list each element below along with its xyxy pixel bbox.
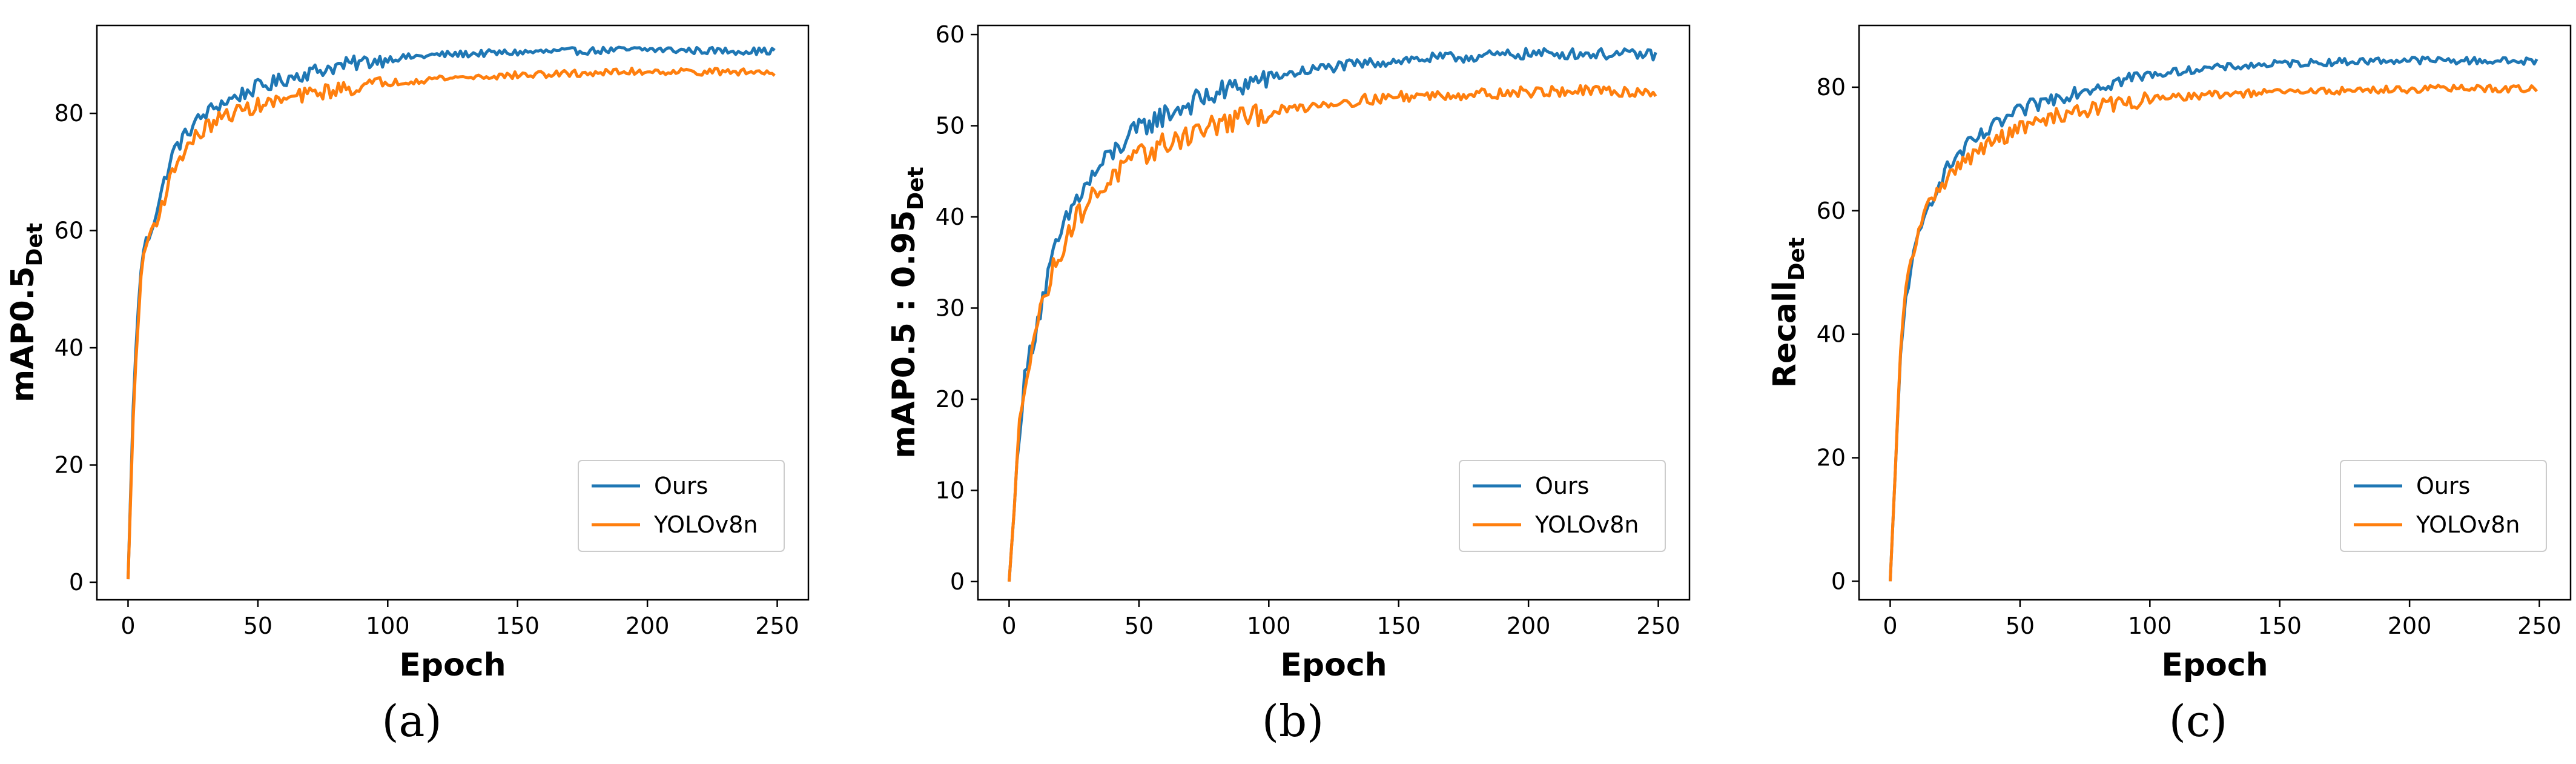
plot-frame: [1858, 24, 2572, 601]
y-axis-title-subscript: Det: [1785, 238, 1809, 281]
series-line-yolov8n: [1889, 84, 2538, 582]
y-tick-label: 60: [54, 218, 84, 244]
x-tick-label: 150: [495, 613, 540, 639]
y-tick-label: 40: [1817, 321, 1846, 348]
x-tick-label: 100: [1247, 613, 1291, 639]
x-tick-label: 200: [626, 613, 670, 639]
x-tick-label: 150: [2257, 613, 2302, 639]
x-tick-label: 50: [243, 613, 272, 639]
y-axis-title-main: Recall: [1767, 281, 1803, 388]
series-line-yolov8n: [1008, 84, 1657, 582]
x-axis-title: Epoch: [1280, 647, 1387, 683]
x-tick-label: 250: [755, 613, 799, 639]
legend: Ours YOLOv8n: [578, 460, 785, 552]
x-tick-label: 0: [1883, 613, 1897, 639]
y-tick-label: 60: [936, 21, 965, 48]
y-tick-label: 20: [1817, 445, 1846, 471]
x-tick-label: 100: [2128, 613, 2172, 639]
x-axis-title: Epoch: [399, 647, 506, 683]
x-tick-label: 0: [1002, 613, 1016, 639]
y-tick-label: 0: [1831, 568, 1846, 594]
x-tick-label: 50: [2006, 613, 2035, 639]
legend-box: [1459, 460, 1666, 552]
y-tick-label: 80: [54, 100, 84, 127]
x-tick-label: 250: [1636, 613, 1680, 639]
y-axis-title-subscript: Det: [22, 223, 47, 267]
y-tick-label: 40: [936, 204, 965, 230]
series-line-ours: [127, 45, 776, 580]
x-tick-label: 100: [366, 613, 410, 639]
legend-label: YOLOv8n: [653, 511, 758, 538]
x-axis-title: Epoch: [2161, 647, 2268, 683]
panel-label: (c): [2169, 696, 2228, 746]
series-line-yolov8n: [127, 67, 776, 580]
x-tick-label: 0: [121, 613, 135, 639]
x-tick-label: 250: [2517, 613, 2561, 639]
y-tick-label: 30: [936, 294, 965, 321]
y-axis-title: mAP0.5 : 0.95Det: [886, 167, 928, 458]
y-tick-label: 50: [936, 113, 965, 139]
legend-label: Ours: [1535, 473, 1589, 499]
y-tick-label: 20: [54, 452, 84, 479]
y-tick-label: 0: [69, 569, 84, 596]
legend-label: YOLOv8n: [1534, 511, 1639, 538]
legend-label: Ours: [654, 473, 708, 499]
series-line-ours: [1889, 55, 2538, 582]
x-tick-label: 50: [1125, 613, 1154, 639]
y-tick-label: 20: [936, 386, 965, 413]
y-tick-label: 10: [936, 477, 965, 503]
x-tick-label: 200: [1507, 613, 1551, 639]
legend: Ours YOLOv8n: [2340, 460, 2547, 552]
legend: Ours YOLOv8n: [1459, 460, 1666, 552]
y-axis-title-main: mAP0.5 : 0.95: [886, 210, 922, 459]
y-axis-title-subscript: Det: [903, 167, 928, 210]
plot-frame: [96, 24, 810, 601]
x-tick-label: 150: [1376, 613, 1421, 639]
panel-label: (a): [381, 696, 441, 746]
panel-label: (b): [1262, 696, 1324, 746]
chart-panel-3: 0 50 100 150 200 250 0 20 40 60 80 Epoch RecallDet Ou…: [1767, 24, 2572, 746]
plot-frame: [977, 24, 1691, 601]
legend-box: [2340, 460, 2547, 552]
y-tick-label: 40: [54, 334, 84, 361]
y-axis-title: RecallDet: [1767, 238, 1809, 388]
legend-box: [578, 460, 785, 552]
legend-label: YOLOv8n: [2416, 511, 2520, 538]
y-tick-label: 60: [1817, 198, 1846, 224]
series-line-ours: [1008, 47, 1657, 582]
y-tick-label: 80: [1817, 74, 1846, 101]
y-axis-title: mAP0.5Det: [5, 223, 47, 402]
y-axis-title-main: mAP0.5: [5, 266, 41, 402]
chart-panel-2: 0 50 100 150 200 250 0 10 20 30 40 50 60 Epoch mAP0.5 …: [886, 21, 1691, 746]
y-tick-label: 0: [950, 568, 965, 595]
chart-panel-1: 0 50 100 150 200 250 0 20 40 60 80 Epoch mAP0.5Det Ou…: [5, 24, 810, 746]
legend-label: Ours: [2416, 473, 2470, 499]
x-tick-label: 200: [2388, 613, 2432, 639]
